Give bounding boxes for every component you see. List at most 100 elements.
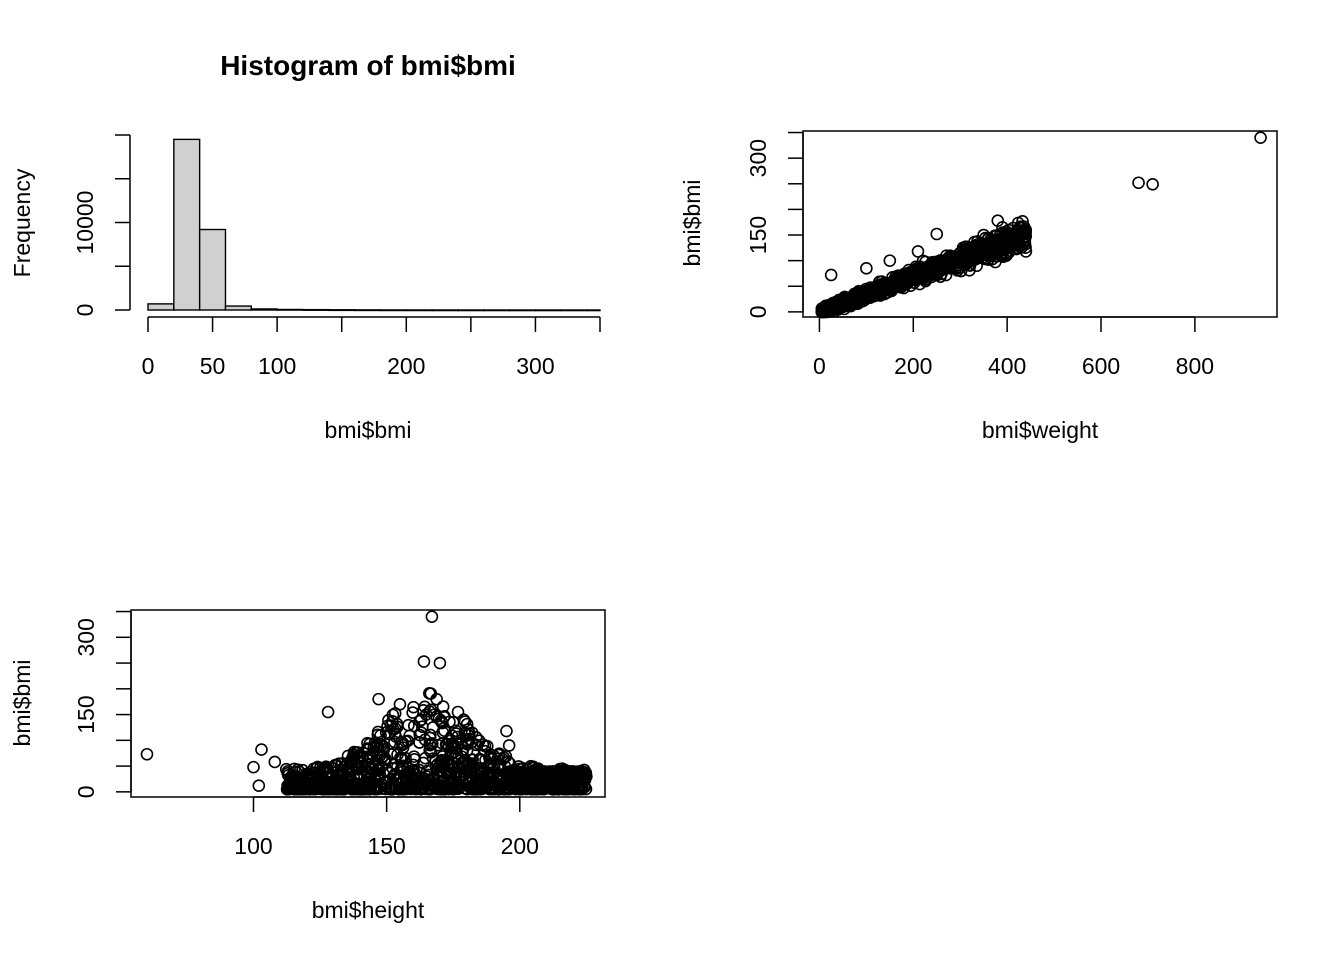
height-y-label: bmi$bmi	[9, 660, 35, 747]
height-scatter-point	[461, 763, 475, 777]
height-scatter-point	[369, 759, 383, 772]
histogram-bar	[431, 309, 459, 312]
histogram-bar	[328, 309, 356, 312]
height-y-tick-label: 0	[73, 785, 99, 798]
weight-scatter-point	[1019, 229, 1033, 243]
height-y-tick-label: 150	[73, 695, 99, 733]
height-scatter-point	[322, 766, 335, 780]
height-scatter-point	[389, 730, 402, 743]
height-scatter-point	[386, 708, 400, 722]
weight-scatter-point	[977, 241, 991, 254]
height-scatter-point	[347, 750, 361, 763]
weight-scatter-point	[1010, 228, 1023, 242]
histogram-bar	[173, 138, 201, 311]
height-scatter-point	[496, 753, 510, 766]
height-scatter-point	[383, 781, 397, 795]
height-scatter-point	[491, 774, 505, 788]
histogram-x-tick-label: 300	[516, 353, 554, 379]
weight-y-tick-label: 300	[745, 139, 771, 177]
weight-scatter-point	[820, 302, 834, 316]
weight-scatter-point	[996, 221, 1009, 234]
histogram-x-tick-label: 50	[200, 353, 226, 379]
weight-scatter-point	[933, 259, 947, 272]
height-scatter-point	[483, 771, 497, 785]
height-scatter-point	[566, 769, 580, 782]
height-scatter-point	[477, 780, 491, 793]
weight-x-tick-label: 600	[1082, 353, 1120, 379]
weight-x-tick-label: 400	[988, 353, 1026, 379]
weight-scatter-point	[1146, 177, 1159, 191]
height-scatter-point	[446, 716, 460, 729]
weight-scatter-point	[1254, 131, 1267, 144]
height-scatter-point	[485, 759, 498, 773]
height-scatter-point	[487, 774, 501, 788]
height-x-tick-label: 150	[367, 833, 405, 859]
weight-scatter-point	[1000, 240, 1014, 254]
height-scatter-point	[289, 765, 303, 779]
height-scatter-point	[454, 770, 467, 783]
weight-scatter-point	[959, 247, 972, 261]
height-scatter-point	[429, 754, 442, 767]
weight-scatter-point	[999, 247, 1012, 260]
height-scatter-point	[407, 758, 420, 772]
height-scatter-point	[407, 750, 421, 763]
height-scatter-point	[509, 766, 523, 780]
weight-scatter-points	[815, 131, 1267, 319]
height-scatter-point	[337, 761, 350, 774]
weight-scatter-point	[824, 268, 838, 282]
weight-y-label: bmi$bmi	[679, 180, 705, 267]
height-scatter-point	[396, 738, 409, 752]
height-scatter-point	[465, 726, 479, 740]
histogram-bar	[224, 305, 253, 311]
height-scatter-point	[553, 764, 567, 778]
weight-scatter-point	[977, 228, 990, 242]
height-scatter-axes: 100 150 200 0 150 300	[73, 610, 539, 859]
weight-scatter-point	[1010, 242, 1023, 256]
weight-scatter-point	[1132, 176, 1145, 190]
histogram-bar	[534, 309, 562, 312]
height-scatter-point	[369, 741, 383, 754]
height-scatter-point	[268, 755, 282, 769]
height-scatter-point	[285, 781, 298, 795]
height-x-label: bmi$height	[312, 897, 425, 923]
histogram-bar	[457, 309, 485, 312]
histogram-y-tick-label: 10000	[72, 191, 98, 255]
height-scatter-point	[533, 766, 547, 780]
weight-scatter-point	[1016, 215, 1029, 228]
height-scatter-point	[425, 610, 439, 623]
weight-scatter-point	[940, 249, 953, 263]
histogram-x-tick-label: 100	[258, 353, 296, 379]
histogram-bar	[198, 228, 227, 311]
height-scatter-point	[433, 782, 447, 796]
histogram-x-tick-label: 200	[387, 353, 425, 379]
weight-scatter-point	[857, 294, 871, 307]
height-scatter-point	[482, 762, 495, 775]
histogram-bar	[379, 309, 407, 312]
height-scatter-point	[423, 744, 436, 757]
height-scatter-point	[312, 782, 325, 795]
weight-scatter-point	[919, 264, 933, 278]
histogram-bar	[560, 309, 588, 312]
histogram-x-label: bmi$bmi	[325, 417, 412, 443]
height-x-tick-label: 100	[234, 833, 272, 859]
histogram-bar	[483, 309, 511, 312]
height-scatter-point	[371, 725, 385, 739]
weight-scatter-point	[1019, 245, 1033, 258]
height-scatter-point	[394, 751, 407, 765]
histogram-bar	[405, 309, 433, 312]
weight-scatter-point	[939, 255, 953, 268]
height-scatter-point	[433, 656, 447, 670]
height-scatter-point	[417, 703, 430, 717]
weight-scatter-point	[883, 254, 897, 267]
weight-scatter-point	[920, 266, 934, 280]
height-scatter-point	[376, 750, 389, 764]
height-scatter-point	[441, 768, 455, 782]
histogram-bar	[353, 309, 382, 312]
height-scatter-point	[252, 779, 266, 792]
weight-scatter-point	[860, 262, 873, 275]
histogram-panel: Histogram of bmi$bmi 0 50 100 200 300010000 …	[9, 50, 601, 443]
height-scatter-point	[361, 758, 375, 771]
height-scatter-point	[413, 736, 426, 749]
height-scatter-point	[387, 746, 401, 760]
